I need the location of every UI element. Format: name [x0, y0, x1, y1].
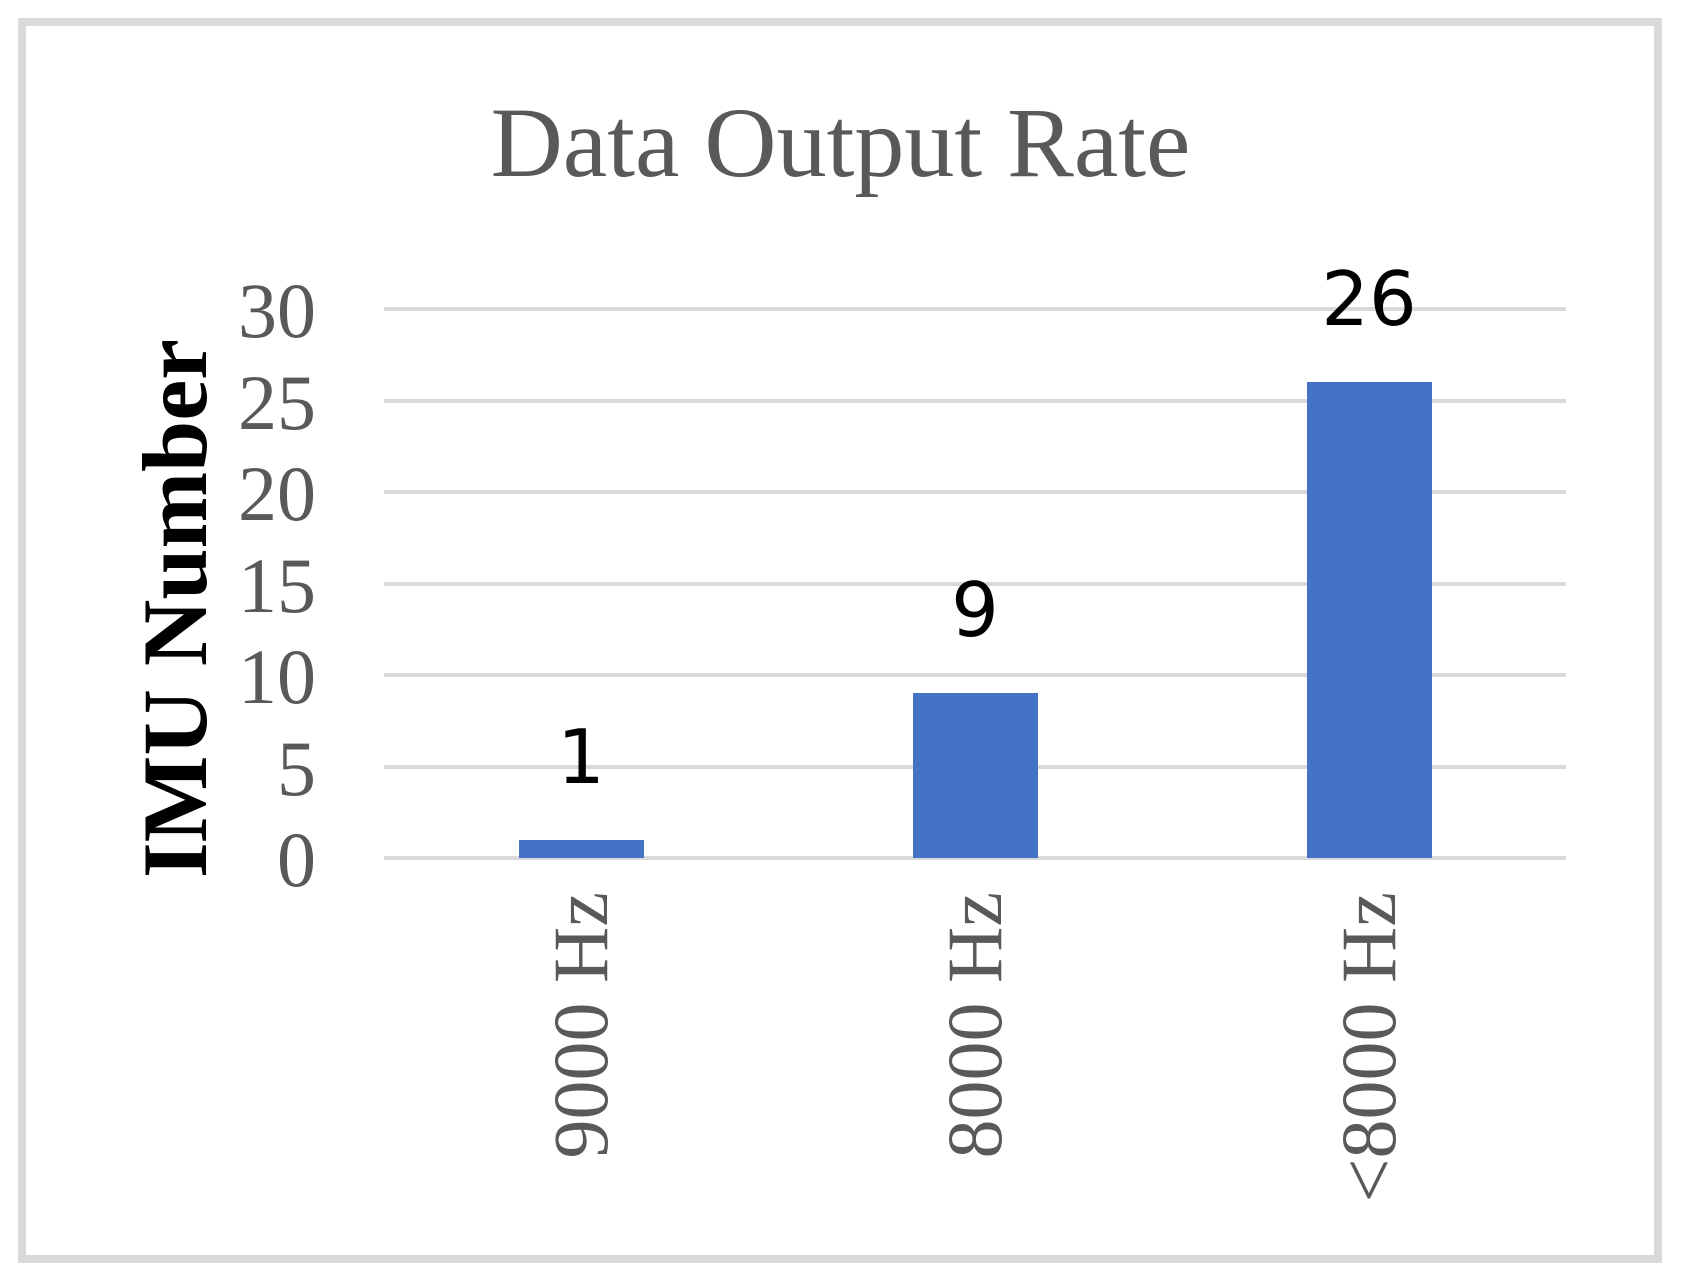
bar — [1306, 382, 1432, 858]
x-axis-label: <8000 Hz — [1325, 892, 1412, 1203]
y-tick-label: 20 — [238, 450, 316, 537]
y-tick-label: 5 — [277, 724, 316, 812]
chart-title: Data Output Rate — [490, 87, 1191, 198]
bar-data-label: 9 — [951, 566, 999, 655]
bar-data-label: 1 — [557, 712, 605, 801]
y-tick-label: 10 — [238, 633, 316, 720]
bar — [912, 693, 1038, 858]
gridline — [384, 307, 1566, 311]
gridline — [384, 856, 1566, 860]
gridline — [384, 490, 1566, 494]
x-axis-label: 8000 Hz — [931, 892, 1018, 1159]
gridline — [384, 581, 1566, 586]
y-tick-label: 0 — [277, 816, 316, 903]
gridline — [384, 673, 1566, 677]
x-axis-label: 9000 Hz — [537, 892, 624, 1159]
chart-border — [18, 18, 1662, 1263]
y-tick-label: 30 — [238, 267, 316, 354]
bar-data-label: 26 — [1321, 255, 1417, 344]
y-tick-label: 25 — [238, 358, 316, 446]
bar — [518, 839, 644, 858]
y-tick-label: 15 — [238, 541, 316, 629]
gridline — [384, 398, 1566, 403]
